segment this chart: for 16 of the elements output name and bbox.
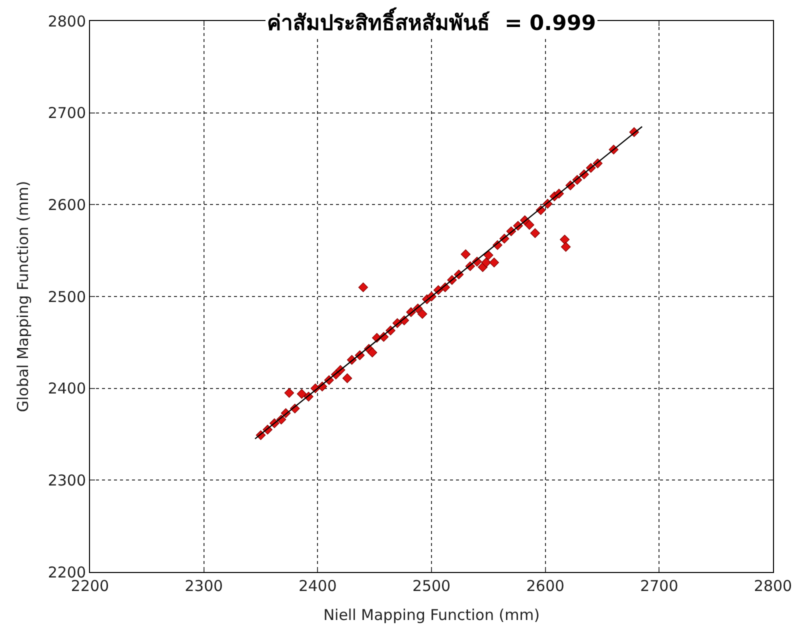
annotation: ค่าสัมประสิทธิ์สหสัมพันธ์ = 0.999 xyxy=(267,7,596,35)
x-tick-label: 2600 xyxy=(526,577,564,595)
x-tick-label: 2400 xyxy=(298,577,337,595)
x-tick-label: 2800 xyxy=(754,577,792,595)
x-tick-label: 2200 xyxy=(70,577,110,595)
y-tick-label: 2600 xyxy=(48,196,86,214)
x-tick-label: 2300 xyxy=(184,577,223,595)
y-axis-title: Global Mapping Function (mm) xyxy=(14,180,32,412)
x-axis-title: Niell Mapping Function (mm) xyxy=(323,606,540,624)
y-tick-label: 2500 xyxy=(48,288,86,306)
y-tick-label: 2400 xyxy=(48,380,86,398)
x-tick-label: 2700 xyxy=(640,577,678,595)
x-tick-label: 2500 xyxy=(412,577,451,595)
y-tick-label: 2700 xyxy=(48,104,86,122)
y-tick-label: 2300 xyxy=(48,471,86,490)
y-tick-label: 2800 xyxy=(48,12,86,30)
